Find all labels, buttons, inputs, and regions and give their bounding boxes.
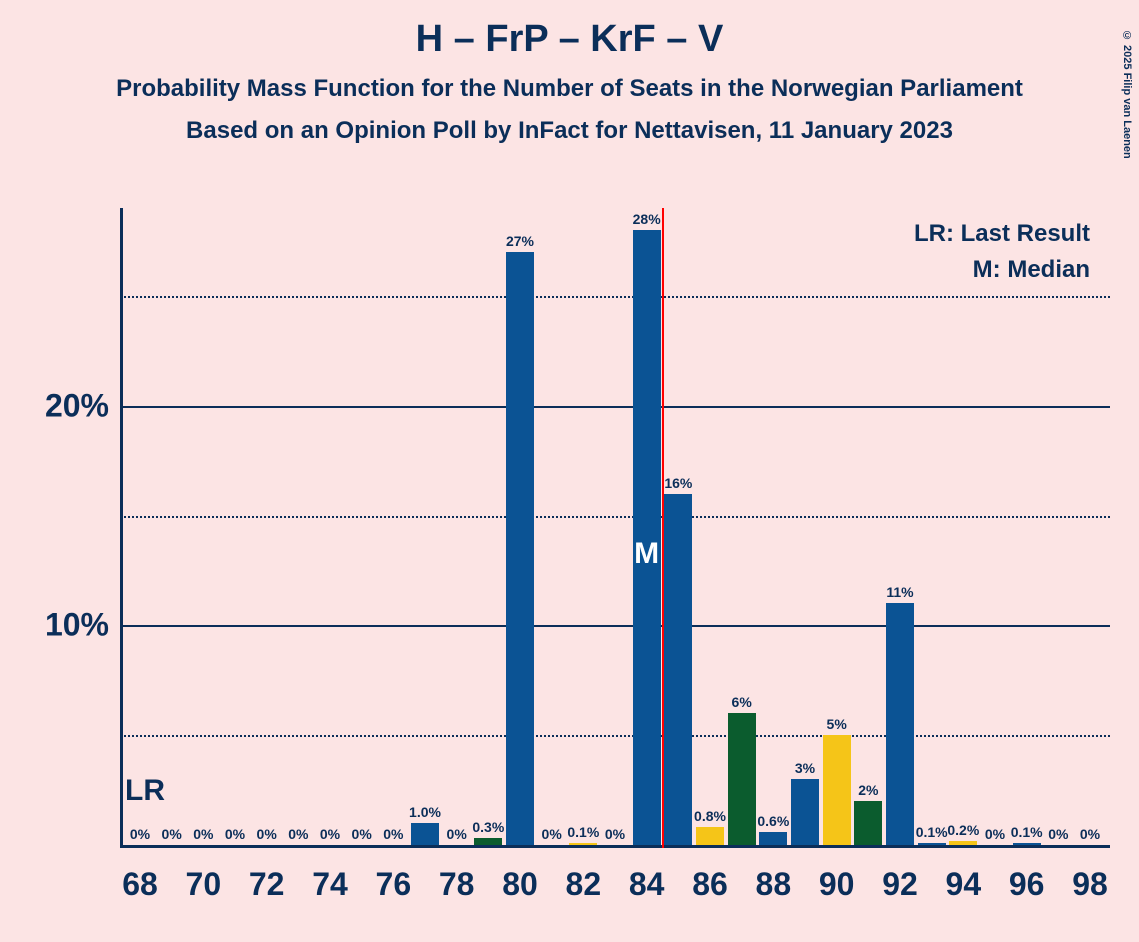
bar-value-label: 16% [664, 475, 692, 491]
bar-value-label: 3% [795, 760, 815, 776]
last-result-label: LR [125, 774, 165, 808]
bar [949, 841, 977, 845]
bar [759, 832, 787, 845]
bar-value-label: 0.1% [1011, 824, 1043, 840]
gridline-minor [120, 735, 1110, 737]
bar [664, 494, 692, 845]
median-label: M [634, 537, 659, 571]
bar-value-label: 6% [732, 694, 752, 710]
x-tick-label: 78 [439, 866, 475, 903]
chart-plot-area: LR: Last Result M: Median 0% 0% 0% 0% 0% 0% 0%… [120, 208, 1110, 848]
gridline-minor [120, 516, 1110, 518]
x-tick-label: 98 [1072, 866, 1108, 903]
x-tick-label: 80 [502, 866, 538, 903]
bar-value-label: 0% [193, 826, 213, 842]
bar-value-label: 0.1% [567, 824, 599, 840]
bar-value-label: 28% [633, 211, 661, 227]
bar [696, 827, 724, 845]
bar-value-label: 0% [288, 826, 308, 842]
bar-value-label: 1.0% [409, 804, 441, 820]
bar-value-label: 0% [447, 826, 467, 842]
bar-value-label: 0% [320, 826, 340, 842]
bar [728, 713, 756, 845]
gridline-minor [120, 296, 1110, 298]
x-tick-label: 94 [946, 866, 982, 903]
bar-value-label: 0% [352, 826, 372, 842]
x-tick-label: 70 [186, 866, 222, 903]
bar-value-label: 2% [858, 782, 878, 798]
y-tick-label: 10% [45, 607, 109, 644]
x-tick-label: 92 [882, 866, 918, 903]
chart-title: H – FrP – KrF – V [0, 18, 1139, 61]
x-tick-label: 72 [249, 866, 285, 903]
legend: LR: Last Result M: Median [914, 216, 1090, 288]
bar [918, 843, 946, 845]
x-tick-label: 96 [1009, 866, 1045, 903]
bar [474, 838, 502, 845]
bar-value-label: 0% [542, 826, 562, 842]
bar-value-label: 0.6% [757, 813, 789, 829]
bar [854, 801, 882, 845]
median-line [662, 208, 664, 848]
bar [791, 779, 819, 845]
bar [569, 843, 597, 845]
bar-value-label: 0% [985, 826, 1005, 842]
chart-subtitle2: Based on an Opinion Poll by InFact for N… [0, 117, 1139, 145]
x-tick-label: 68 [122, 866, 158, 903]
x-tick-label: 90 [819, 866, 855, 903]
x-tick-label: 74 [312, 866, 348, 903]
bar-value-label: 5% [827, 716, 847, 732]
bar-value-label: 0.1% [916, 824, 948, 840]
legend-m: M: Median [914, 252, 1090, 288]
gridline [120, 625, 1110, 627]
bar [411, 823, 439, 845]
x-tick-label: 86 [692, 866, 728, 903]
gridline [120, 406, 1110, 408]
x-axis [120, 845, 1110, 848]
bar [1013, 843, 1041, 845]
y-axis [120, 208, 123, 848]
chart-subtitle: Probability Mass Function for the Number… [0, 75, 1139, 103]
bar-value-label: 0% [257, 826, 277, 842]
bar-value-label: 0% [383, 826, 403, 842]
bar-value-label: 0% [130, 826, 150, 842]
x-tick-label: 88 [756, 866, 792, 903]
copyright-text: © 2025 Filip van Laenen [1121, 30, 1133, 159]
x-tick-label: 82 [566, 866, 602, 903]
bar [886, 603, 914, 845]
bar [506, 252, 534, 845]
bar-value-label: 11% [886, 584, 913, 600]
bar-value-label: 0% [1080, 826, 1100, 842]
x-tick-label: 76 [376, 866, 412, 903]
bar-value-label: 0% [162, 826, 182, 842]
bar-value-label: 0.8% [694, 808, 726, 824]
bar-value-label: 27% [506, 233, 534, 249]
bar-value-label: 0.3% [472, 819, 504, 835]
legend-lr: LR: Last Result [914, 216, 1090, 252]
y-tick-label: 20% [45, 387, 109, 424]
bar-value-label: 0.2% [947, 822, 979, 838]
bar-value-label: 0% [605, 826, 625, 842]
bar [823, 735, 851, 845]
bar-value-label: 0% [1048, 826, 1068, 842]
bar-value-label: 0% [225, 826, 245, 842]
x-tick-label: 84 [629, 866, 665, 903]
